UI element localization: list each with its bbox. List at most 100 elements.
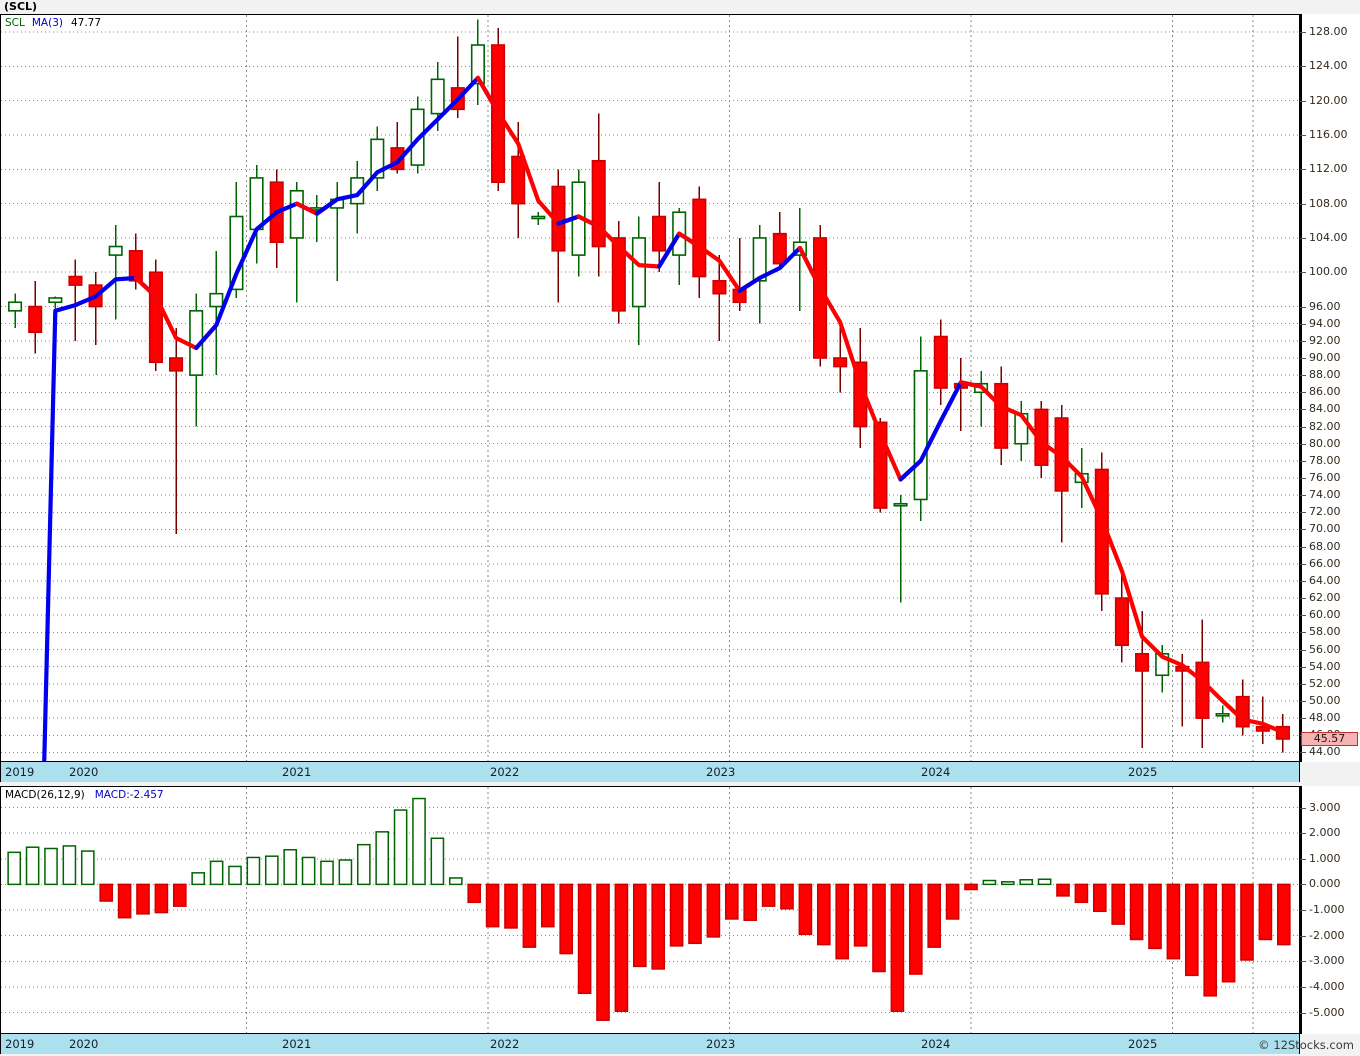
price-tick-mark bbox=[1300, 323, 1306, 325]
price-tick-mark bbox=[1300, 169, 1306, 171]
price-tick-mark bbox=[1300, 32, 1306, 34]
price-tick-label: 86.00 bbox=[1309, 385, 1341, 399]
price-tick-mark bbox=[1300, 443, 1306, 445]
price-tick-mark bbox=[1300, 512, 1306, 514]
date-axis-year-label: 2020 bbox=[69, 1037, 99, 1051]
price-tick-mark bbox=[1300, 615, 1306, 617]
macd-tick-label: -2.000 bbox=[1309, 928, 1345, 942]
date-axis-year-label: 2021 bbox=[282, 765, 312, 779]
macd-legend-label: MACD(26,12,9) bbox=[5, 789, 85, 801]
price-tick-mark bbox=[1300, 375, 1306, 377]
price-tick-mark bbox=[1300, 237, 1306, 239]
price-tick-label: 120.00 bbox=[1309, 93, 1348, 107]
price-tick-label: 56.00 bbox=[1309, 642, 1341, 656]
macd-tick-mark bbox=[1300, 833, 1306, 835]
price-tick-label: 78.00 bbox=[1309, 453, 1341, 467]
price-tick-mark bbox=[1300, 718, 1306, 720]
date-axis-year-label: 2024 bbox=[921, 1037, 951, 1051]
price-tick-label: 48.00 bbox=[1309, 711, 1341, 725]
price-tick-label: 84.00 bbox=[1309, 402, 1341, 416]
macd-tick-mark bbox=[1300, 961, 1306, 963]
date-axis-year-label: 2022 bbox=[490, 1037, 520, 1051]
price-tick-mark bbox=[1300, 598, 1306, 600]
date-axis-year-label: 2025 bbox=[1128, 1037, 1158, 1051]
date-axis-year-label: 2023 bbox=[706, 1037, 736, 1051]
price-tick-mark bbox=[1300, 203, 1306, 205]
macd-tick-mark bbox=[1300, 807, 1306, 809]
price-tick-label: 112.00 bbox=[1309, 162, 1348, 176]
date-axis-year-label: 2025 bbox=[1128, 765, 1158, 779]
date-axis-year-label: 2023 bbox=[706, 765, 736, 779]
macd-tick-mark bbox=[1300, 858, 1306, 860]
price-tick-mark bbox=[1300, 306, 1306, 308]
price-tick-label: 104.00 bbox=[1309, 230, 1348, 244]
price-tick-mark bbox=[1300, 478, 1306, 480]
price-tick-label: 96.00 bbox=[1309, 299, 1341, 313]
date-axis-year-label: 2021 bbox=[282, 1037, 312, 1051]
price-tick-label: 108.00 bbox=[1309, 196, 1348, 210]
price-tick-mark bbox=[1300, 272, 1306, 274]
price-tick-mark bbox=[1300, 409, 1306, 411]
price-tick-mark bbox=[1300, 752, 1306, 754]
price-tick-mark bbox=[1300, 546, 1306, 548]
legend-ma-value: 47.77 bbox=[70, 17, 102, 29]
price-tick-mark bbox=[1300, 683, 1306, 685]
price-tick-label: 116.00 bbox=[1309, 128, 1348, 142]
date-axis-macd: 2019 2020 2021 2022 2023 2024 2025 bbox=[0, 1034, 1300, 1054]
date-axis-year-label: 2020 bbox=[69, 765, 99, 779]
price-axis-separator bbox=[1300, 14, 1302, 762]
macd-tick-label: 3.000 bbox=[1309, 800, 1341, 814]
price-tick-label: 52.00 bbox=[1309, 676, 1341, 690]
legend-symbol: SCL bbox=[5, 17, 25, 29]
price-tick-mark bbox=[1300, 135, 1306, 137]
macd-tick-mark bbox=[1300, 884, 1306, 886]
price-tick-label: 100.00 bbox=[1309, 265, 1348, 279]
macd-tick-label: -4.000 bbox=[1309, 979, 1345, 993]
price-tick-label: 54.00 bbox=[1309, 659, 1341, 673]
date-axis-year-label: 2019 bbox=[5, 1037, 35, 1051]
price-tick-label: 72.00 bbox=[1309, 505, 1341, 519]
macd-tick-label: 0.000 bbox=[1309, 877, 1341, 891]
date-axis-year-label: 2022 bbox=[490, 765, 520, 779]
macd-tick-label: 2.000 bbox=[1309, 826, 1341, 840]
price-tick-mark bbox=[1300, 426, 1306, 428]
price-tick-label: 70.00 bbox=[1309, 522, 1341, 536]
price-tick-mark bbox=[1300, 357, 1306, 359]
price-tick-label: 68.00 bbox=[1309, 539, 1341, 553]
price-tick-mark bbox=[1300, 632, 1306, 634]
price-tick-mark bbox=[1300, 495, 1306, 497]
price-tick-label: 82.00 bbox=[1309, 419, 1341, 433]
macd-legend-value: MACD:-2.457 bbox=[94, 789, 164, 801]
macd-chart-panel[interactable]: MACD(26,12,9) MACD:-2.457 bbox=[0, 786, 1300, 1034]
macd-tick-label: 1.000 bbox=[1309, 851, 1341, 865]
macd-tick-mark bbox=[1300, 935, 1306, 937]
macd-axis: 3.000 2.000 1.000 0.000 -1.000 -2.000 -3.000 -4… bbox=[1300, 786, 1360, 1034]
price-tick-mark bbox=[1300, 563, 1306, 565]
price-tick-mark bbox=[1300, 580, 1306, 582]
price-svg bbox=[1, 15, 1299, 761]
price-tick-label: 58.00 bbox=[1309, 625, 1341, 639]
macd-tick-mark bbox=[1300, 986, 1306, 988]
price-chart-panel[interactable]: SCL MA(3) 47.77 bbox=[0, 14, 1300, 762]
price-legend: SCL MA(3) 47.77 bbox=[5, 17, 101, 29]
legend-ma-label: MA(3) bbox=[31, 17, 63, 29]
price-tick-label: 94.00 bbox=[1309, 316, 1341, 330]
price-tick-mark bbox=[1300, 666, 1306, 668]
page-title: (SCL) bbox=[4, 0, 38, 13]
macd-tick-mark bbox=[1300, 1012, 1306, 1014]
date-axis-price: 2019 2020 2021 2022 2023 2024 2025 bbox=[0, 762, 1300, 782]
macd-tick-mark bbox=[1300, 910, 1306, 911]
price-tick-label: 88.00 bbox=[1309, 368, 1341, 382]
price-tick-label: 64.00 bbox=[1309, 573, 1341, 587]
price-tick-label: 74.00 bbox=[1309, 488, 1341, 502]
price-tick-mark bbox=[1300, 529, 1306, 531]
macd-tick-label: -1.000 bbox=[1309, 903, 1345, 916]
price-tick-mark bbox=[1300, 392, 1306, 394]
panel-gap bbox=[0, 782, 1360, 786]
macd-tick-label: -3.000 bbox=[1309, 954, 1345, 968]
price-tick-mark bbox=[1300, 700, 1306, 702]
date-axis-year-label: 2019 bbox=[5, 765, 35, 779]
price-tick-label: 50.00 bbox=[1309, 693, 1341, 707]
macd-tick-label: -5.000 bbox=[1309, 1005, 1345, 1019]
